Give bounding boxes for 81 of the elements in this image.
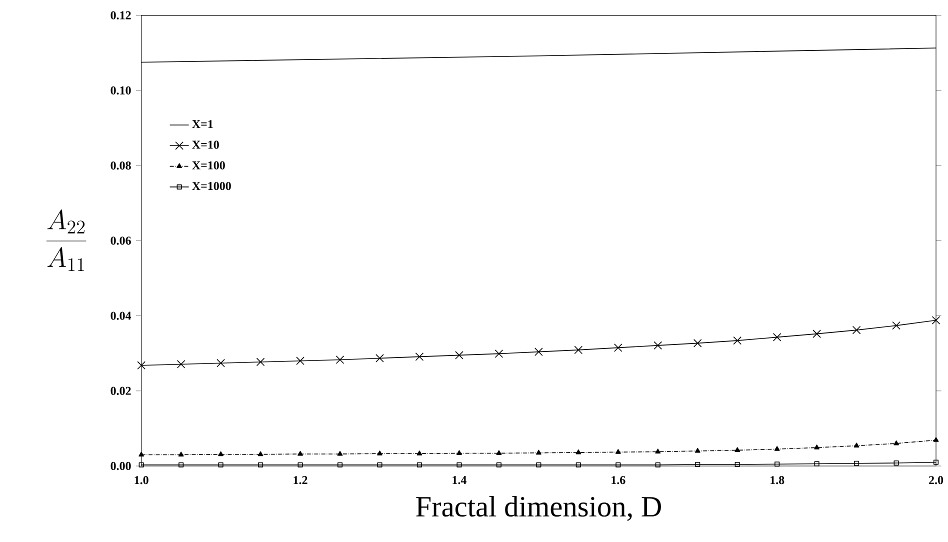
point [655, 448, 661, 454]
point [693, 339, 702, 348]
point [812, 330, 821, 338]
point [218, 451, 224, 456]
point [536, 450, 542, 455]
point [734, 462, 740, 468]
point [494, 350, 504, 358]
x-tick-label: 1.6 [612, 476, 626, 484]
point [416, 450, 422, 456]
point [616, 462, 621, 468]
point [298, 450, 303, 456]
point [933, 460, 939, 465]
point [574, 346, 583, 354]
point [734, 447, 740, 452]
point [536, 462, 542, 468]
y-tick-label: 0.12 [110, 11, 131, 20]
point [892, 321, 900, 330]
point [218, 462, 224, 468]
point [932, 316, 940, 324]
y-tick-label: 0.10 [110, 86, 131, 95]
point [176, 360, 186, 368]
point [377, 450, 382, 456]
point [337, 450, 343, 456]
point [814, 444, 820, 450]
point [576, 449, 582, 454]
point [694, 448, 700, 453]
point [772, 333, 782, 342]
legend-label: X=1000 [192, 182, 231, 190]
x-tick-label: 2.0 [929, 476, 944, 484]
point [376, 354, 384, 362]
legend-label: X=10 [192, 140, 219, 149]
point [774, 446, 780, 451]
point [615, 449, 621, 454]
y-tick-label: 0.02 [110, 386, 131, 395]
point [178, 452, 184, 456]
point [894, 460, 899, 466]
point [258, 451, 264, 456]
point [377, 462, 382, 468]
x-axis-title: Fractal dimension, D [416, 496, 661, 521]
point [576, 462, 581, 468]
point [614, 344, 622, 352]
point [336, 356, 344, 364]
point [496, 462, 502, 468]
point [854, 460, 860, 466]
x-tick-label: 1.2 [294, 476, 308, 484]
point [216, 358, 225, 368]
y-tick-label: 0.08 [110, 161, 131, 170]
point [774, 462, 780, 467]
x-tick-label: 1.8 [770, 476, 784, 484]
point [456, 450, 462, 455]
legend-label: X=1 [192, 120, 213, 128]
x-tick-label: 1.4 [452, 476, 466, 484]
legend-label: X=100 [192, 161, 225, 170]
point [415, 352, 424, 361]
point [455, 351, 464, 360]
point [256, 358, 265, 366]
point [337, 462, 343, 468]
point [138, 452, 144, 456]
point [496, 450, 502, 455]
point [296, 356, 304, 366]
point [933, 437, 939, 442]
point [894, 440, 899, 446]
point [814, 461, 820, 466]
point [655, 462, 660, 468]
point [852, 326, 861, 334]
y-tick-label: 0.00 [110, 462, 131, 470]
x-tick-label: 1.0 [134, 476, 148, 484]
point [298, 462, 303, 468]
point [137, 361, 146, 370]
point [854, 442, 860, 448]
y-axis-title: $\frac{A_{22}}{A_{11}}$ [46, 209, 86, 272]
point [456, 462, 462, 468]
y-tick-label: 0.06 [110, 236, 131, 245]
point [733, 336, 742, 345]
point [416, 462, 422, 468]
point [695, 462, 700, 468]
point [654, 341, 662, 350]
point [178, 462, 184, 468]
y-tick-label: 0.04 [110, 312, 132, 320]
point [534, 348, 543, 356]
point [258, 462, 264, 468]
